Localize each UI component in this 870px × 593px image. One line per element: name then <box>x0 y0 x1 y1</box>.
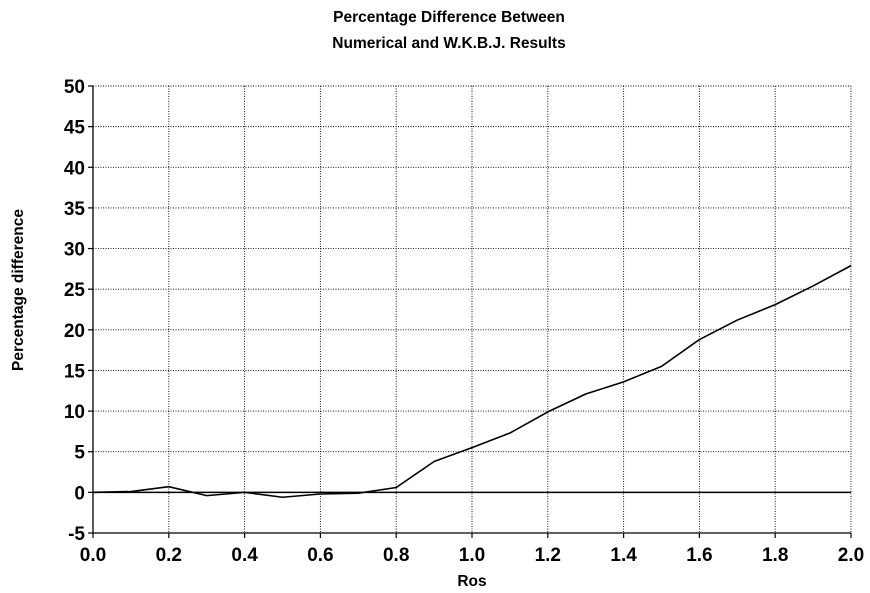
x-tick-label: 0.2 <box>156 545 182 566</box>
y-tick-label: 45 <box>64 118 86 139</box>
x-tick-label: 0.4 <box>231 545 258 566</box>
y-tick-label: 20 <box>64 321 85 342</box>
y-axis-label: Percentage difference <box>10 209 27 371</box>
y-tick-label: 30 <box>64 240 85 261</box>
series-layer <box>92 264 852 499</box>
y-tick-label: 15 <box>64 361 86 382</box>
y-tick-label: 50 <box>64 77 85 98</box>
x-axis-label: Ros <box>457 573 486 590</box>
y-axis-ticks: -5 0 5 10 15 20 25 30 35 40 45 50 <box>64 77 93 545</box>
chart-title: Percentage Difference Between Numerical … <box>332 9 565 52</box>
x-tick-label: 1.8 <box>762 545 788 566</box>
grid <box>93 86 851 533</box>
x-tick-label: 1.0 <box>459 545 485 566</box>
x-tick-label: 0.0 <box>80 545 106 566</box>
chart-title-line-1: Percentage Difference Between <box>333 9 565 26</box>
y-tick-label: 35 <box>64 199 86 220</box>
x-tick-label: 0.8 <box>383 545 409 566</box>
x-tick-label: 1.2 <box>535 545 561 566</box>
x-tick-label: 1.4 <box>610 545 637 566</box>
y-tick-label: -5 <box>68 524 85 545</box>
x-axis-ticks: 0.0 0.2 0.4 0.6 0.8 1.0 1.2 1.4 1.6 1.8 2.0 <box>80 533 864 566</box>
x-tick-label: 2.0 <box>838 545 864 566</box>
chart-title-line-2: Numerical and W.K.B.J. Results <box>332 35 565 52</box>
y-tick-label: 40 <box>64 158 85 179</box>
y-tick-label: 10 <box>64 402 85 423</box>
series-line <box>92 264 852 499</box>
x-tick-label: 1.6 <box>686 545 712 566</box>
y-tick-label: 25 <box>64 280 86 301</box>
y-tick-label: 0 <box>74 483 85 504</box>
y-tick-label: 5 <box>74 443 85 464</box>
x-tick-label: 0.6 <box>307 545 333 566</box>
